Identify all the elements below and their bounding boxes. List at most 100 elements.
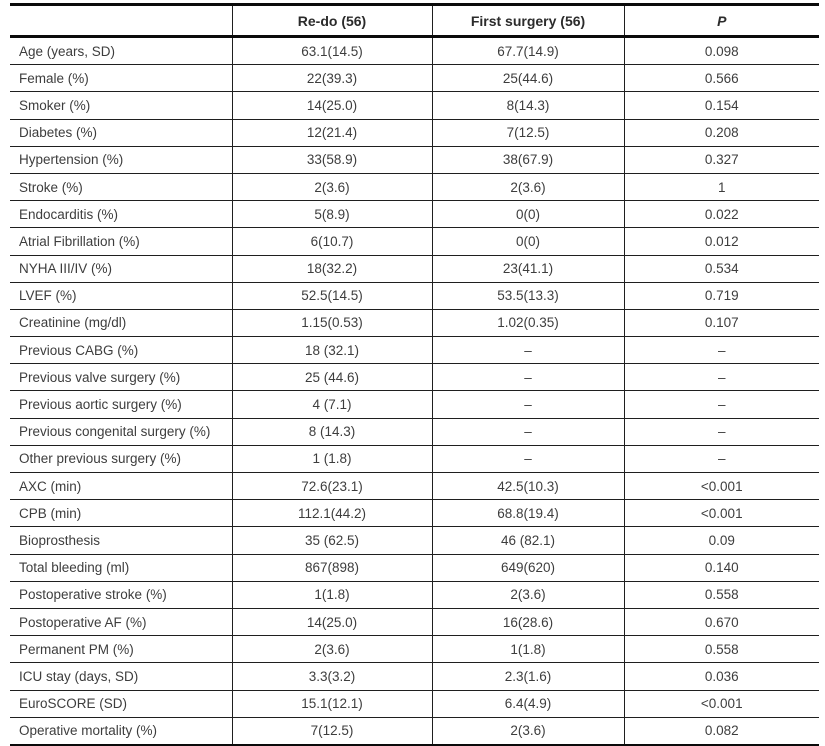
redo-value: 7(12.5) <box>231 716 432 746</box>
redo-value: 72.6(23.1) <box>231 471 432 500</box>
redo-value: 18(32.2) <box>231 254 432 283</box>
first-surgery-value: 0(0) <box>431 200 624 228</box>
redo-value: 14(25.0) <box>231 91 432 120</box>
row-label: LVEF (%) <box>10 281 232 310</box>
p-value: – <box>623 390 819 419</box>
redo-value: 22(39.3) <box>231 64 432 92</box>
p-value: – <box>623 363 819 391</box>
table-row: Stroke (%) 2(3.6) 2(3.6) 1 <box>10 172 819 201</box>
p-value: 0.036 <box>623 662 819 690</box>
row-label: Hypertension (%) <box>10 145 232 174</box>
redo-value: 4 (7.1) <box>231 390 432 419</box>
p-value: – <box>623 444 819 473</box>
first-surgery-value: 16(28.6) <box>431 607 624 636</box>
row-label: Smoker (%) <box>10 91 232 120</box>
table-row: Operative mortality (%) 7(12.5) 2(3.6) 0.08… <box>10 716 819 746</box>
first-surgery-value: – <box>431 444 624 473</box>
redo-value: 35 (62.5) <box>231 526 432 555</box>
row-label: Diabetes (%) <box>10 118 232 147</box>
first-surgery-value: – <box>431 390 624 419</box>
row-label: Female (%) <box>10 64 232 92</box>
table-row: EuroSCORE (SD) 15.1(12.1) 6.4(4.9) <0.001 <box>10 689 819 718</box>
redo-value: 14(25.0) <box>231 607 432 636</box>
first-surgery-value: 1.02(0.35) <box>431 308 624 337</box>
p-value: – <box>623 336 819 364</box>
row-label: Bioprosthesis <box>10 526 232 555</box>
row-label: Other previous surgery (%) <box>10 444 232 473</box>
redo-value: 33(58.9) <box>231 145 432 174</box>
row-label: Age (years, SD) <box>10 35 232 65</box>
first-surgery-value: 649(620) <box>431 553 624 582</box>
row-label: Creatinine (mg/dl) <box>10 308 232 337</box>
p-value: 0.154 <box>623 91 819 120</box>
p-value: 0.082 <box>623 716 819 746</box>
p-value: <0.001 <box>623 499 819 527</box>
table-row: Previous congenital surgery (%) 8 (14.3) –… <box>10 417 819 446</box>
first-surgery-value: – <box>431 336 624 364</box>
table-row: Bioprosthesis 35 (62.5) 46 (82.1) 0.09 <box>10 526 819 555</box>
redo-value: 52.5(14.5) <box>231 281 432 310</box>
first-surgery-value: 0(0) <box>431 227 624 255</box>
row-label: AXC (min) <box>10 471 232 500</box>
table-row: AXC (min) 72.6(23.1) 42.5(10.3) <0.001 <box>10 471 819 500</box>
p-value: 0.022 <box>623 200 819 228</box>
table-row: Previous aortic surgery (%) 4 (7.1) – – <box>10 390 819 419</box>
p-value: 0.098 <box>623 35 819 65</box>
redo-value: 1 (1.8) <box>231 444 432 473</box>
header-p-value: P <box>623 4 819 38</box>
first-surgery-value: 2(3.6) <box>431 716 624 746</box>
redo-value: 112.1(44.2) <box>231 499 432 527</box>
first-surgery-value: 8(14.3) <box>431 91 624 120</box>
table-row: Age (years, SD) 63.1(14.5) 67.7(14.9) 0.098 <box>10 35 819 65</box>
redo-value: 18 (32.1) <box>231 336 432 364</box>
table-row: Creatinine (mg/dl) 1.15(0.53) 1.02(0.35) 0.… <box>10 308 819 337</box>
first-surgery-value: 1(1.8) <box>431 635 624 663</box>
p-value: 0.107 <box>623 308 819 337</box>
row-label: Atrial Fibrillation (%) <box>10 227 232 255</box>
first-surgery-value: 67.7(14.9) <box>431 35 624 65</box>
header-redo-group: Re-do (56) <box>231 4 432 38</box>
first-surgery-value: 68.8(19.4) <box>431 499 624 527</box>
p-value: 0.558 <box>623 580 819 609</box>
table-row: Diabetes (%) 12(21.4) 7(12.5) 0.208 <box>10 118 819 147</box>
table-row: ICU stay (days, SD) 3.3(3.2) 2.3(1.6) 0.036 <box>10 662 819 690</box>
p-value: – <box>623 417 819 446</box>
first-surgery-value: 38(67.9) <box>431 145 624 174</box>
table-row: Smoker (%) 14(25.0) 8(14.3) 0.154 <box>10 91 819 120</box>
first-surgery-value: – <box>431 363 624 391</box>
row-label: Endocarditis (%) <box>10 200 232 228</box>
redo-value: 12(21.4) <box>231 118 432 147</box>
table-row: Female (%) 22(39.3) 25(44.6) 0.566 <box>10 64 819 92</box>
table-row: Previous valve surgery (%) 25 (44.6) – – <box>10 363 819 391</box>
p-value: <0.001 <box>623 471 819 500</box>
first-surgery-value: 2(3.6) <box>431 580 624 609</box>
redo-value: 2(3.6) <box>231 172 432 201</box>
row-label: Previous aortic surgery (%) <box>10 390 232 419</box>
table-row: Postoperative AF (%) 14(25.0) 16(28.6) 0.67… <box>10 607 819 636</box>
table-row: Hypertension (%) 33(58.9) 38(67.9) 0.327 <box>10 145 819 174</box>
row-label: Stroke (%) <box>10 172 232 201</box>
first-surgery-value: 46 (82.1) <box>431 526 624 555</box>
row-label: Previous CABG (%) <box>10 336 232 364</box>
first-surgery-value: – <box>431 417 624 446</box>
table-row: Permanent PM (%) 2(3.6) 1(1.8) 0.558 <box>10 635 819 663</box>
table-row: Other previous surgery (%) 1 (1.8) – – <box>10 444 819 473</box>
table-row: Postoperative stroke (%) 1(1.8) 2(3.6) 0.55… <box>10 580 819 609</box>
redo-value: 63.1(14.5) <box>231 35 432 65</box>
row-label: EuroSCORE (SD) <box>10 689 232 718</box>
first-surgery-value: 25(44.6) <box>431 64 624 92</box>
row-label: ICU stay (days, SD) <box>10 662 232 690</box>
header-row: Re-do (56) First surgery (56) P <box>10 4 819 38</box>
p-value: 0.327 <box>623 145 819 174</box>
redo-value: 867(898) <box>231 553 432 582</box>
p-value: 0.012 <box>623 227 819 255</box>
p-value: 0.670 <box>623 607 819 636</box>
first-surgery-value: 6.4(4.9) <box>431 689 624 718</box>
p-value: 0.558 <box>623 635 819 663</box>
first-surgery-value: 2.3(1.6) <box>431 662 624 690</box>
table-row: Atrial Fibrillation (%) 6(10.7) 0(0) 0.012 <box>10 227 819 255</box>
row-label: Previous congenital surgery (%) <box>10 417 232 446</box>
table-row: NYHA III/IV (%) 18(32.2) 23(41.1) 0.534 <box>10 254 819 283</box>
row-label: Postoperative AF (%) <box>10 607 232 636</box>
